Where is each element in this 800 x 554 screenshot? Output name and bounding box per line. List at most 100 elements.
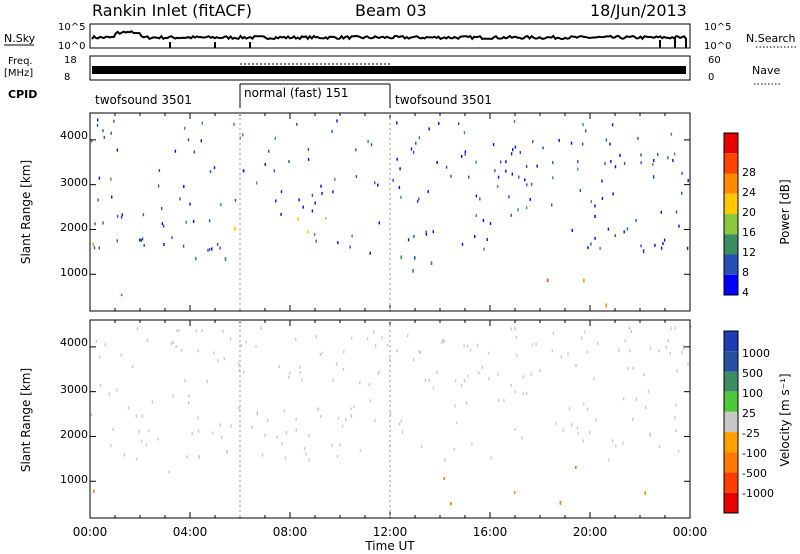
- range-cell: [643, 373, 645, 377]
- colorbar-swatch: [724, 214, 738, 235]
- range-cell: [197, 416, 199, 420]
- range-cell: [441, 340, 443, 344]
- cpid-seg-2: normal (fast) 151: [244, 86, 348, 100]
- range-cell: [182, 244, 185, 248]
- range-cell: [98, 176, 101, 180]
- power-ytick-3000: 3000: [60, 176, 88, 189]
- range-cell: [466, 344, 469, 348]
- range-cell: [369, 251, 371, 255]
- range-cell: [95, 339, 97, 343]
- range-cell: [378, 221, 380, 225]
- freq-tick-bottom: 8: [64, 72, 70, 83]
- range-cell: [645, 406, 647, 410]
- range-cell: [442, 338, 444, 342]
- range-cell: [605, 303, 608, 308]
- range-cell: [453, 447, 456, 451]
- range-cell: [675, 429, 677, 433]
- range-cell: [308, 458, 310, 462]
- range-cell: [662, 242, 664, 246]
- range-cell: [298, 198, 300, 202]
- range-cell: [368, 383, 371, 386]
- range-cell: [424, 379, 427, 382]
- range-cell: [496, 184, 499, 188]
- range-cell: [546, 278, 549, 283]
- range-cell: [618, 348, 620, 352]
- range-cell: [280, 212, 282, 216]
- range-cell: [135, 414, 137, 418]
- range-cell: [669, 352, 671, 356]
- range-cell: [351, 234, 353, 238]
- range-cell: [243, 169, 245, 173]
- velocity-axes: [89, 320, 691, 518]
- range-cell: [670, 132, 673, 136]
- range-cell: [594, 214, 597, 218]
- range-cell: [222, 329, 224, 333]
- range-cell: [161, 222, 164, 226]
- range-cell: [413, 234, 415, 238]
- range-cell: [475, 194, 478, 198]
- range-cell: [508, 195, 510, 199]
- range-cell: [487, 351, 490, 355]
- range-cell: [494, 169, 496, 173]
- range-cell: [297, 217, 299, 222]
- range-cell: [632, 366, 635, 370]
- range-cell: [206, 380, 208, 384]
- range-cell: [558, 138, 560, 142]
- range-cell: [531, 343, 534, 347]
- range-cell: [355, 175, 358, 178]
- range-cell: [678, 224, 680, 228]
- range-cell: [463, 131, 466, 135]
- cpid-label: CPID: [8, 88, 37, 101]
- nsky-panel: N.Sky 10^5 10^0 10^5 10^0 N.Search: [4, 22, 798, 52]
- range-cell: [234, 198, 237, 202]
- range-cell: [611, 439, 614, 443]
- range-cell: [162, 224, 165, 228]
- range-cell: [266, 419, 269, 422]
- nave-label: Nave: [752, 64, 780, 77]
- range-cell: [110, 177, 112, 181]
- range-cell: [615, 444, 617, 448]
- range-cell: [245, 340, 247, 344]
- range-cell: [601, 179, 603, 183]
- range-cell: [157, 184, 160, 188]
- range-cell: [510, 327, 512, 331]
- range-cell: [575, 364, 577, 367]
- range-cell: [670, 327, 672, 331]
- nsearch-label: N.Search: [746, 32, 796, 45]
- range-cell: [601, 197, 604, 200]
- nsky-label: N.Sky: [4, 32, 36, 45]
- nsky-trace: [91, 30, 687, 41]
- range-cell: [630, 330, 632, 333]
- range-cell: [490, 456, 492, 460]
- range-cell: [478, 371, 480, 375]
- range-cell: [389, 412, 392, 415]
- range-cell: [539, 369, 541, 373]
- range-cell: [96, 123, 99, 127]
- power-ytick-1000: 1000: [60, 266, 88, 279]
- range-cell: [542, 146, 544, 150]
- range-cell: [181, 348, 183, 352]
- range-cell: [353, 405, 355, 409]
- range-cell: [207, 248, 209, 252]
- range-cell: [454, 404, 456, 408]
- range-cell: [619, 153, 621, 157]
- range-cell: [469, 348, 472, 352]
- range-cell: [191, 432, 193, 435]
- range-cell: [369, 399, 372, 403]
- range-cell: [612, 192, 614, 196]
- velocity-ytick-1000: 1000: [60, 473, 88, 486]
- range-cell: [219, 423, 222, 427]
- beam-title: Beam 03: [355, 1, 427, 20]
- range-cell: [172, 394, 174, 398]
- range-cell: [288, 160, 290, 163]
- range-cell: [339, 443, 341, 447]
- range-cell: [642, 249, 645, 254]
- range-cell: [686, 246, 689, 250]
- range-cell: [647, 389, 650, 393]
- range-cell: [147, 429, 150, 433]
- range-cell: [120, 293, 123, 297]
- cpid-panel: CPID twofsound 3501 normal (fast) 151 tw…: [8, 83, 492, 108]
- velocity-scatter: [90, 325, 692, 506]
- range-cell: [183, 185, 185, 188]
- range-cell: [170, 342, 173, 346]
